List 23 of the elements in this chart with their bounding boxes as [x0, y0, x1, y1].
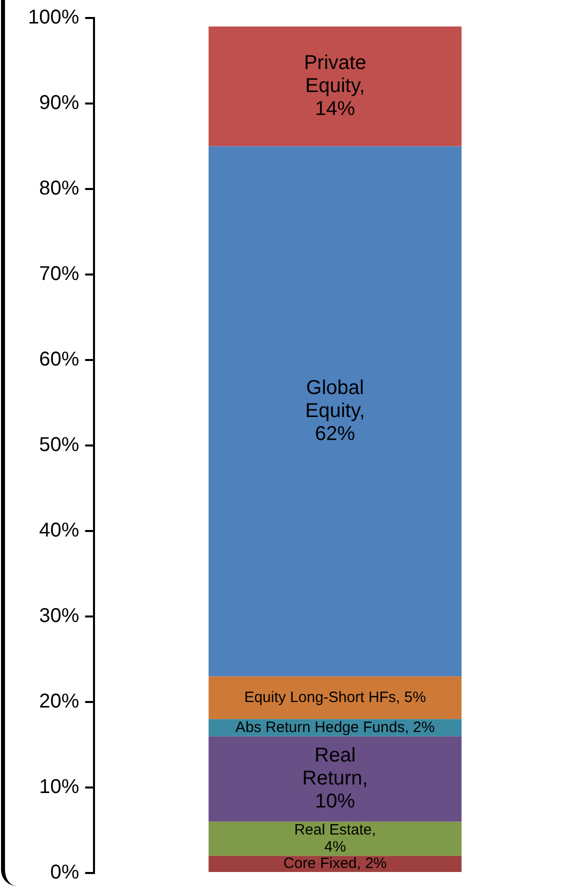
y-tick-label: 20%: [39, 690, 80, 713]
y-tick-label: 40%: [39, 520, 80, 542]
data-label: Real Return, 10%: [302, 744, 368, 812]
data-label: Real Estate, 4%: [294, 821, 376, 856]
bar: [208, 146, 462, 676]
y-tick-label: 30%: [39, 605, 80, 628]
y-tick-label: 100%: [28, 6, 80, 29]
y-tick-label: 80%: [39, 178, 80, 200]
bar: [208, 736, 462, 822]
y-tick-label: 50%: [39, 434, 80, 456]
y-tick-label: 10%: [39, 776, 80, 798]
data-label: Private Equity, 14%: [304, 52, 366, 120]
bar: [208, 676, 462, 720]
y-tick-label: 0%: [50, 862, 80, 884]
y-tick-label: 70%: [39, 263, 80, 286]
data-label: Global Equity, 62%: [305, 376, 365, 445]
bar: [208, 26, 462, 146]
bar: [208, 822, 462, 856]
y-tick-label: 60%: [39, 348, 80, 371]
data-label: Core Fixed, 2%: [283, 855, 387, 872]
y-tick-label: 90%: [39, 92, 80, 114]
data-label: Abs Return Hedge Funds, 2%: [235, 718, 435, 736]
data-label: Equity Long-Short HFs, 5%: [244, 688, 426, 706]
